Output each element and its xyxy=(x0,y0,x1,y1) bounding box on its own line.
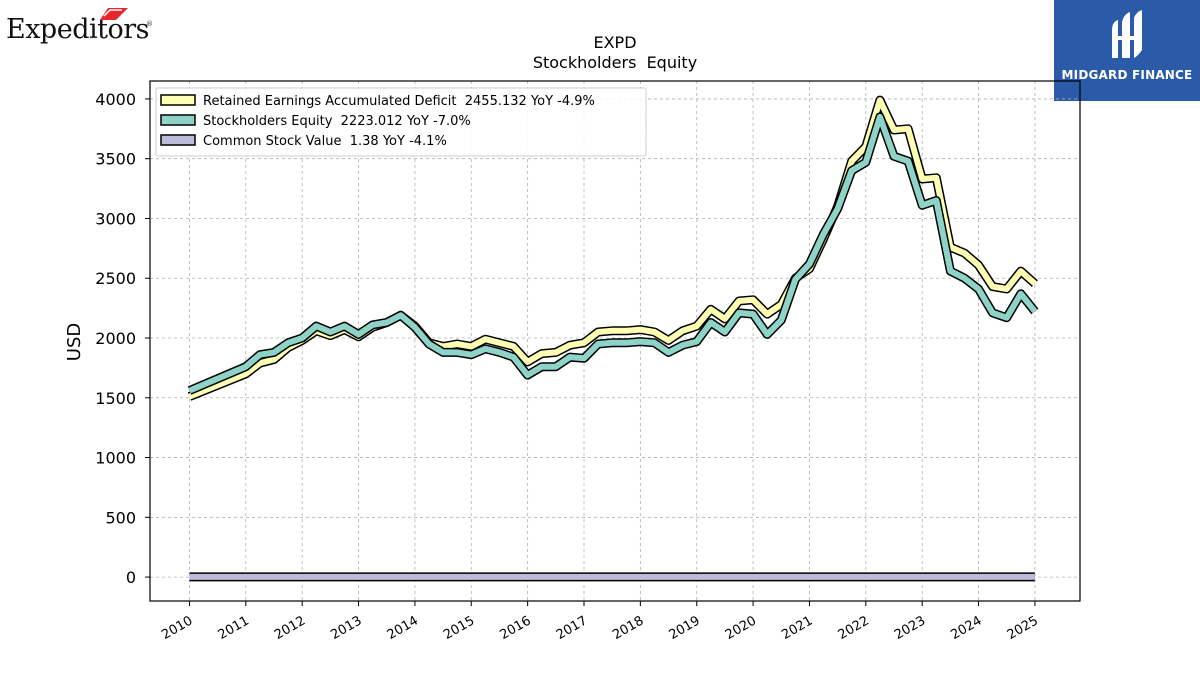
x-tick-label: 2023 xyxy=(892,613,928,643)
chart-subtitle: Stockholders Equity xyxy=(533,53,697,72)
legend-label: Retained Earnings Accumulated Deficit 24… xyxy=(203,94,595,109)
company-logo-text: Expeditors xyxy=(6,14,150,45)
x-tick-label: 2010 xyxy=(159,613,195,643)
legend-swatch xyxy=(160,134,196,146)
y-tick-label: 4000 xyxy=(95,90,136,109)
x-tick-label: 2024 xyxy=(948,613,984,643)
series-line xyxy=(188,113,1038,394)
partner-badge: MIDGARD FINANCE xyxy=(1054,0,1200,101)
grid xyxy=(150,81,1080,601)
x-tick-label: 2019 xyxy=(667,613,703,643)
x-tick-label: 2011 xyxy=(216,613,252,643)
x-tick-label: 2022 xyxy=(836,613,872,643)
x-tick-label: 2018 xyxy=(610,613,646,643)
flag-icon xyxy=(100,8,128,20)
x-tick-label: 2015 xyxy=(441,613,477,643)
y-tick-label: 3500 xyxy=(95,150,136,169)
x-axis: 2010 2011 2012 2013 2014 2015 2016 2017 2018 2019… xyxy=(159,601,1041,643)
y-tick-label: 3000 xyxy=(95,209,136,228)
y-tick-label: 2500 xyxy=(95,269,136,288)
plot-frame xyxy=(149,80,1081,602)
chart-title: EXPD xyxy=(593,33,636,52)
y-axis-label: USD xyxy=(64,323,85,361)
x-tick-label: 2016 xyxy=(497,613,533,643)
y-tick-label: 500 xyxy=(105,508,136,527)
x-tick-label: 2017 xyxy=(554,613,590,643)
legend-label: Stockholders Equity 2223.012 YoY -7.0% xyxy=(203,114,471,129)
x-tick-label: 2025 xyxy=(1005,613,1041,643)
y-tick-label: 1000 xyxy=(95,449,136,468)
legend-swatch xyxy=(160,94,196,106)
registered-mark: ® xyxy=(146,20,153,28)
series-group xyxy=(187,95,1039,582)
midgard-logo-icon xyxy=(1112,10,1142,58)
y-axis: 0 500 1000 1500 2000 2500 3000 3500 4000 xyxy=(95,90,150,587)
y-tick-label: 0 xyxy=(126,568,136,587)
legend-swatch xyxy=(160,114,196,126)
x-tick-label: 2021 xyxy=(779,613,815,643)
legend-label: Common Stock Value 1.38 YoY -4.1% xyxy=(203,134,447,149)
y-tick-label: 1500 xyxy=(95,389,136,408)
legend-box xyxy=(155,87,647,157)
legend: Retained Earnings Accumulated Deficit 24… xyxy=(155,87,647,157)
x-tick-label: 2014 xyxy=(385,613,421,643)
partner-name: MIDGARD FINANCE xyxy=(1061,68,1193,82)
x-tick-label: 2020 xyxy=(723,613,759,643)
y-tick-label: 2000 xyxy=(95,329,136,348)
company-logo: Expeditors ® xyxy=(4,4,154,50)
x-tick-label: 2012 xyxy=(272,613,308,643)
x-tick-label: 2013 xyxy=(328,613,364,643)
